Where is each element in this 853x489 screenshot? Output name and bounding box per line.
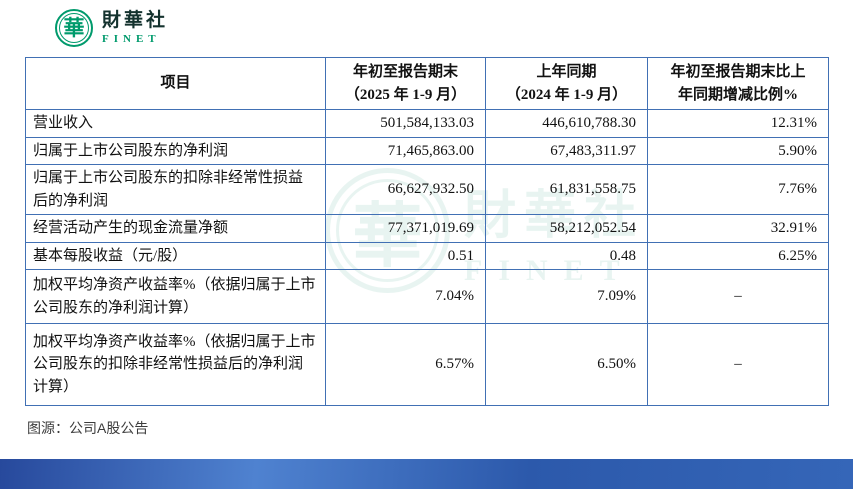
row-change-value: – [647,323,829,406]
table-row: 归属于上市公司股东的净利润 71,465,863.00 67,483,311.9… [25,136,829,165]
image-source-caption: 图源：公司A股公告 [27,420,149,436]
row-current-value: 6.57% [325,323,486,406]
header-current-period: 年初至报告期末 （2025 年 1-9 月） [325,57,486,110]
table-row: 基本每股收益（元/股） 0.51 0.48 6.25% [25,241,829,270]
row-prior-value: 0.48 [485,241,648,270]
row-change-value: 6.25% [647,241,829,270]
table-row: 经营活动产生的现金流量净额 77,371,019.69 58,212,052.5… [25,214,829,243]
bottom-gradient-bar [0,459,853,489]
brand-name-english: FINET [102,33,161,46]
row-item-label: 加权平均净资产收益率%（依据归属于上市公司股东的扣除非经常性损益后的净利润计算） [25,323,326,406]
header-change-pct: 年初至报告期末比上 年同期增减比例% [647,57,829,110]
row-prior-value: 58,212,052.54 [485,214,648,243]
brand-text: 財華社 FINET [102,9,169,46]
row-item-label: 加权平均净资产收益率%（依据归属于上市公司股东的净利润计算） [25,269,326,324]
table-row: 加权平均净资产收益率%（依据归属于上市公司股东的扣除非经常性损益后的净利润计算）… [25,323,829,406]
row-change-value: 5.90% [647,136,829,165]
row-prior-value: 446,610,788.30 [485,109,648,138]
table-header-row: 项目 年初至报告期末 （2025 年 1-9 月） 上年同期 （2024 年 1… [25,57,829,110]
row-change-value: 32.91% [647,214,829,243]
row-item-label: 归属于上市公司股东的扣除非经常性损益后的净利润 [25,164,326,215]
row-item-label: 经营活动产生的现金流量净额 [25,214,326,243]
row-current-value: 7.04% [325,269,486,324]
row-change-value: 12.31% [647,109,829,138]
row-item-label: 基本每股收益（元/股） [25,241,326,270]
finet-seal-icon: 華 [55,9,93,47]
table-row: 归属于上市公司股东的扣除非经常性损益后的净利润 66,627,932.50 61… [25,164,829,215]
row-change-value: 7.76% [647,164,829,215]
row-prior-value: 6.50% [485,323,648,406]
financial-results-table: 项目 年初至报告期末 （2025 年 1-9 月） 上年同期 （2024 年 1… [25,57,829,406]
row-current-value: 77,371,019.69 [325,214,486,243]
row-prior-value: 7.09% [485,269,648,324]
row-prior-value: 67,483,311.97 [485,136,648,165]
seal-character: 華 [63,15,85,40]
row-current-value: 501,584,133.03 [325,109,486,138]
header-prior-period: 上年同期 （2024 年 1-9 月） [485,57,648,110]
row-prior-value: 61,831,558.75 [485,164,648,215]
table-row: 营业收入 501,584,133.03 446,610,788.30 12.31… [25,109,829,138]
row-current-value: 0.51 [325,241,486,270]
row-item-label: 营业收入 [25,109,326,138]
finet-logo: 華 財華社 FINET [55,9,168,47]
row-change-value: – [647,269,829,324]
header-item: 项目 [25,57,326,110]
brand-name-chinese: 財華社 [102,9,169,31]
table-row: 加权平均净资产收益率%（依据归属于上市公司股东的净利润计算） 7.04% 7.0… [25,269,829,324]
row-current-value: 66,627,932.50 [325,164,486,215]
row-item-label: 归属于上市公司股东的净利润 [25,136,326,165]
row-current-value: 71,465,863.00 [325,136,486,165]
